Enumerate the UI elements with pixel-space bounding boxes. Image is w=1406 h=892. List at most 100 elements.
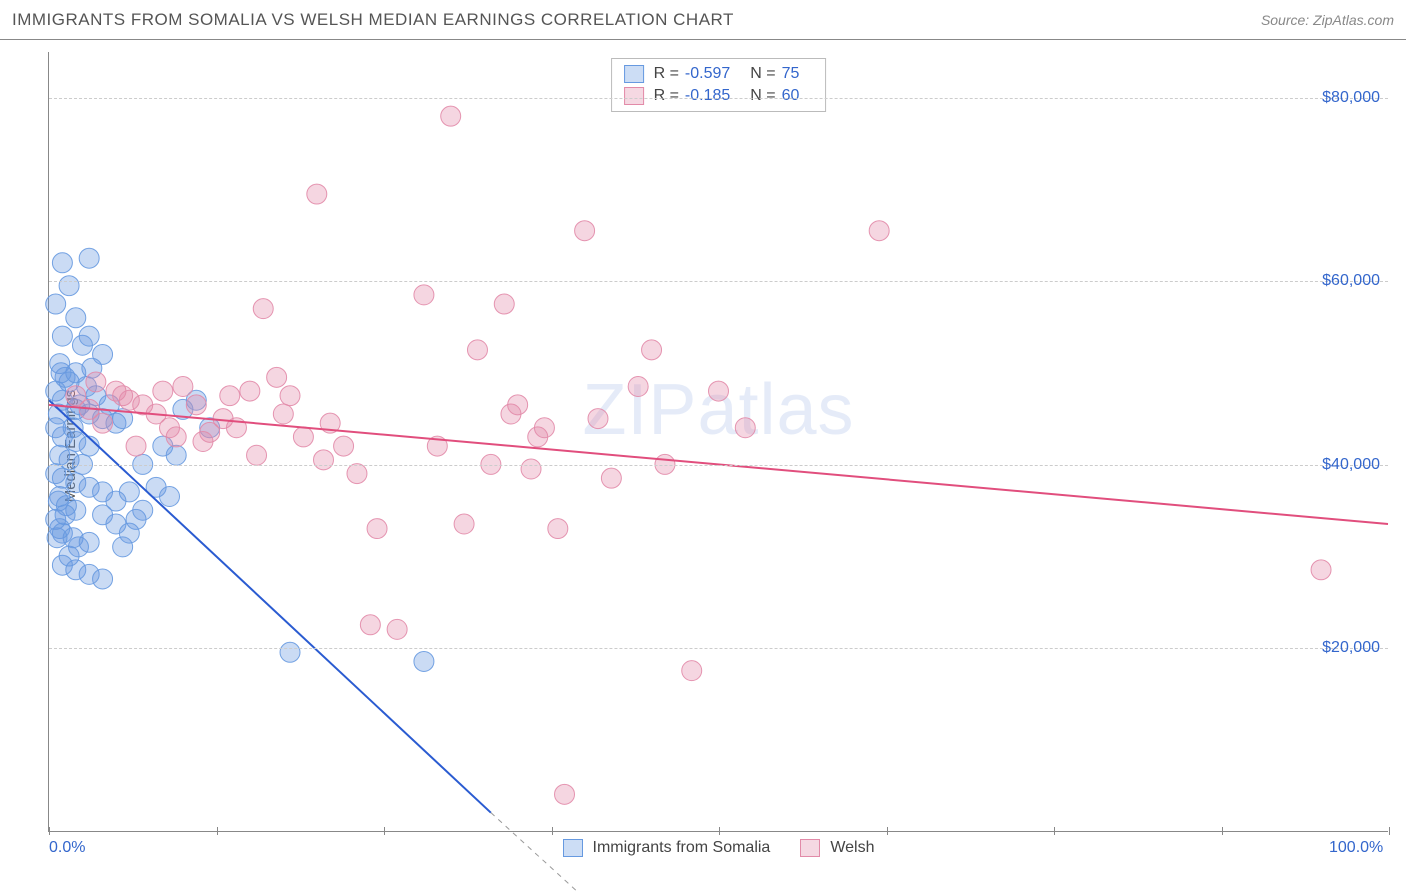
data-point xyxy=(253,299,273,319)
legend-item: Immigrants from Somalia xyxy=(563,839,771,857)
legend-swatch xyxy=(624,65,644,83)
stats-legend: R = -0.597 N = 75 R = -0.185 N = 60 xyxy=(611,58,827,112)
data-point xyxy=(414,285,434,305)
data-point xyxy=(93,413,113,433)
stat-r-value: -0.185 xyxy=(685,87,730,105)
bottom-legend: Immigrants from Somalia Welsh xyxy=(563,839,875,857)
chart-header: IMMIGRANTS FROM SOMALIA VS WELSH MEDIAN … xyxy=(0,0,1406,40)
data-point xyxy=(51,363,71,383)
data-point xyxy=(293,427,313,447)
data-point xyxy=(186,395,206,415)
data-point xyxy=(555,784,575,804)
data-point xyxy=(52,253,72,273)
legend-item: Welsh xyxy=(800,839,874,857)
data-point xyxy=(280,642,300,662)
stat-r-label: R = xyxy=(654,65,679,83)
data-point xyxy=(601,468,621,488)
data-point xyxy=(119,482,139,502)
data-point xyxy=(68,537,88,557)
data-point xyxy=(280,386,300,406)
data-point xyxy=(501,404,521,424)
data-point xyxy=(79,326,99,346)
data-point xyxy=(414,651,434,671)
y-tick-label: $20,000 xyxy=(1322,639,1380,657)
data-point xyxy=(79,248,99,268)
data-point xyxy=(113,386,133,406)
legend-swatch xyxy=(563,839,583,857)
stats-row: R = -0.597 N = 75 xyxy=(624,63,814,85)
gridline xyxy=(49,465,1388,466)
y-tick-label: $80,000 xyxy=(1322,89,1380,107)
data-point xyxy=(193,432,213,452)
data-point xyxy=(50,487,70,507)
x-tick-mark xyxy=(719,827,720,835)
stat-n-value: 75 xyxy=(782,65,800,83)
legend-swatch xyxy=(624,87,644,105)
stat-n-label: N = xyxy=(750,65,775,83)
data-point xyxy=(47,528,67,548)
trend-line xyxy=(49,400,491,812)
plot-area: ZIPatlas R =-0.597N =75R =-0.185N =60 Im… xyxy=(48,52,1388,832)
legend-label: Immigrants from Somalia xyxy=(593,839,771,857)
data-point xyxy=(46,294,66,314)
data-point xyxy=(247,445,267,465)
y-tick-label: $40,000 xyxy=(1322,456,1380,474)
data-point xyxy=(93,569,113,589)
gridline xyxy=(49,98,1388,99)
x-tick-mark xyxy=(217,827,218,835)
data-point xyxy=(467,340,487,360)
stat-r-label: R = xyxy=(654,87,679,105)
x-tick-label: 0.0% xyxy=(49,839,85,857)
y-tick-label: $60,000 xyxy=(1322,272,1380,290)
data-point xyxy=(642,340,662,360)
data-point xyxy=(63,418,83,438)
x-tick-label: 100.0% xyxy=(1329,839,1383,857)
data-point xyxy=(334,436,354,456)
stats-row: R = -0.185 N = 60 xyxy=(624,85,814,107)
data-point xyxy=(160,487,180,507)
x-tick-mark xyxy=(1222,827,1223,835)
data-point xyxy=(360,615,380,635)
data-point xyxy=(173,377,193,397)
data-point xyxy=(153,381,173,401)
source-label: Source: ZipAtlas.com xyxy=(1261,12,1394,28)
chart-title: IMMIGRANTS FROM SOMALIA VS WELSH MEDIAN … xyxy=(12,10,734,30)
stat-r-value: -0.597 xyxy=(685,65,730,83)
data-point xyxy=(548,519,568,539)
data-point xyxy=(267,367,287,387)
data-point xyxy=(166,445,186,465)
stat-n-value: 60 xyxy=(782,87,800,105)
data-point xyxy=(307,184,327,204)
chart-svg xyxy=(49,52,1388,831)
data-point xyxy=(682,661,702,681)
x-tick-mark xyxy=(1054,827,1055,835)
legend-swatch xyxy=(800,839,820,857)
data-point xyxy=(387,619,407,639)
data-point xyxy=(66,308,86,328)
data-point xyxy=(52,326,72,346)
data-point xyxy=(575,221,595,241)
x-tick-mark xyxy=(384,827,385,835)
data-point xyxy=(628,377,648,397)
data-point xyxy=(52,555,72,575)
x-tick-mark xyxy=(887,827,888,835)
data-point xyxy=(709,381,729,401)
data-point xyxy=(521,459,541,479)
data-point xyxy=(588,409,608,429)
data-point xyxy=(240,381,260,401)
data-point xyxy=(314,450,334,470)
data-point xyxy=(126,436,146,456)
data-point xyxy=(166,427,186,447)
x-tick-mark xyxy=(552,827,553,835)
data-point xyxy=(59,276,79,296)
data-point xyxy=(1311,560,1331,580)
data-point xyxy=(494,294,514,314)
data-point xyxy=(133,500,153,520)
x-tick-mark xyxy=(49,827,50,835)
stat-n-label: N = xyxy=(750,87,775,105)
data-point xyxy=(55,505,75,525)
data-point xyxy=(869,221,889,241)
gridline xyxy=(49,281,1388,282)
data-point xyxy=(528,427,548,447)
gridline xyxy=(49,648,1388,649)
